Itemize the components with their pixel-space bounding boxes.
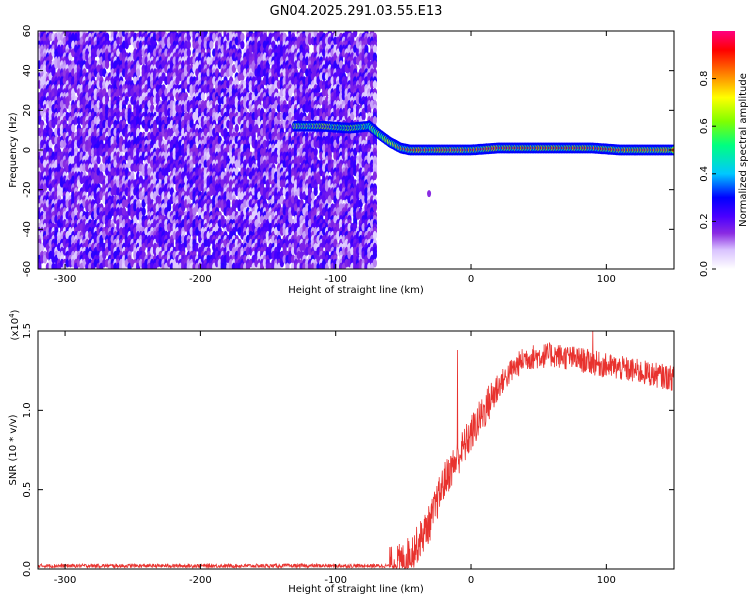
heatmap-cell (186, 40, 191, 50)
heatmap-cell (141, 207, 146, 216)
figure-title: GN04.2025.291.03.55.E13 (270, 4, 443, 19)
heatmap-cell (99, 163, 104, 173)
heatmap-cell (240, 32, 245, 42)
heatmap-cells (38, 31, 377, 269)
heatmap-cell (136, 68, 141, 78)
heatmap-cell (285, 262, 290, 269)
heatmap-cell (38, 262, 42, 269)
heatmap-cell (209, 40, 214, 50)
heatmap-cell (167, 203, 172, 212)
heatmap-cell (186, 48, 191, 58)
heatmap-cell (96, 155, 101, 165)
heatmap-cell (234, 123, 239, 133)
heatmap-cell (99, 68, 104, 78)
heatmap-cell (240, 40, 245, 50)
heatmap-cell (71, 123, 76, 133)
heatmap-cell (313, 147, 318, 157)
heatmap-cell (200, 92, 205, 101)
heatmap-cell (313, 187, 318, 197)
heatmap-cell (105, 60, 110, 70)
